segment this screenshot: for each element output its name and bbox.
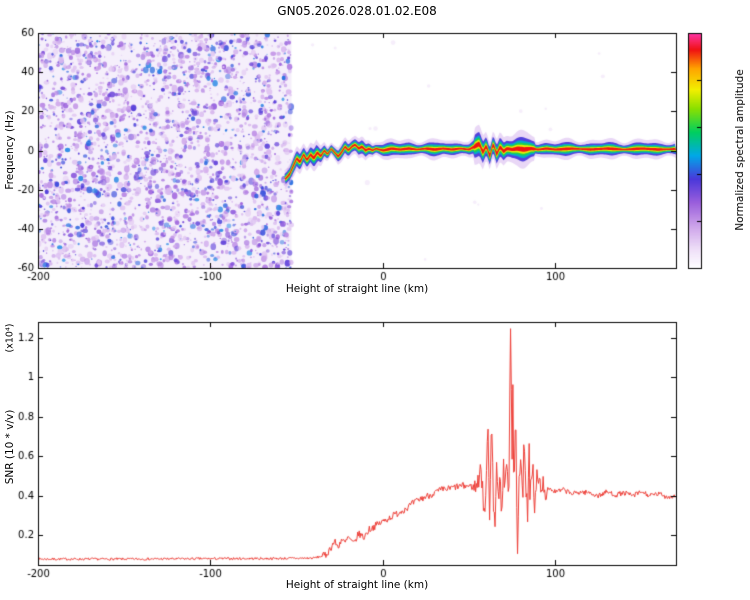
figure-title: GN05.2026.028.01.02.E08 xyxy=(277,4,437,18)
snr-y-scale-note: (x10⁴) xyxy=(4,323,16,353)
spectrogram-x-axis-label: Height of straight line (km) xyxy=(285,283,429,295)
colorbar-label: Normalized spectral amplitude xyxy=(734,69,746,231)
spectrogram-y-axis-label: Frequency (Hz) xyxy=(4,110,16,190)
snr-y-axis-label: SNR (10 * v/v) xyxy=(4,409,16,485)
snr-x-axis-label: Height of straight line (km) xyxy=(285,579,429,591)
